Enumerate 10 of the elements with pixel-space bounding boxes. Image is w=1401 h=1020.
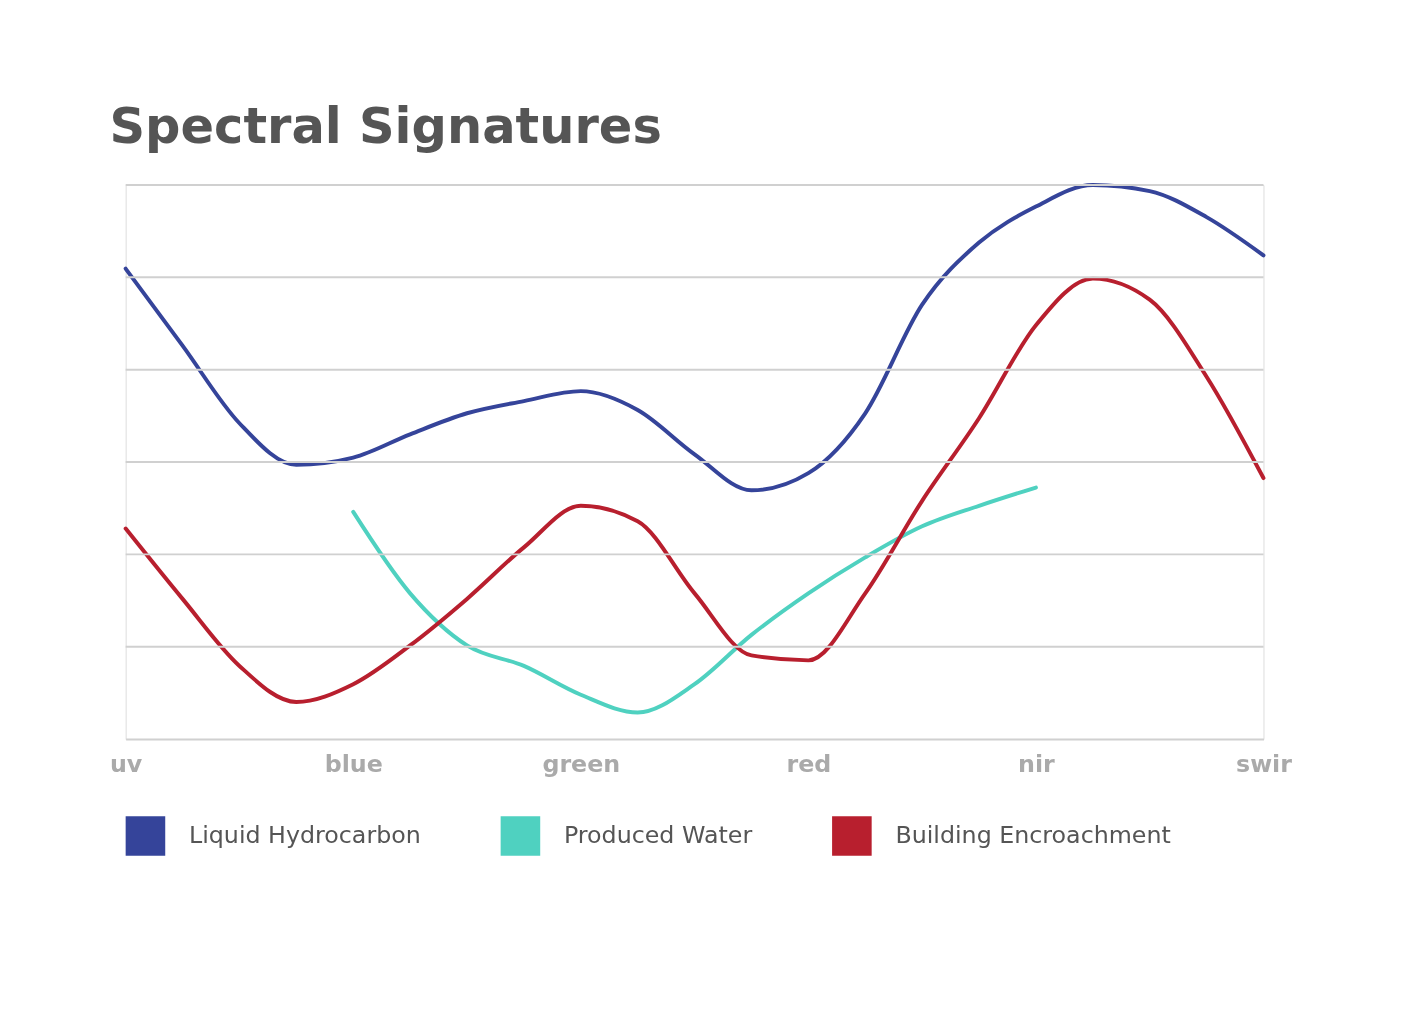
- x-tick-label: blue: [324, 750, 383, 779]
- legend-label: Liquid Hydrocarbon: [188, 820, 421, 849]
- x-tick-label: uv: [109, 750, 143, 779]
- x-tick-label: nir: [1018, 750, 1056, 779]
- x-tick-label: swir: [1236, 750, 1293, 779]
- x-tick-label: green: [542, 750, 621, 779]
- legend-label: Building Encroachment: [895, 820, 1171, 849]
- legend-label: Produced Water: [563, 820, 753, 849]
- chart-title: Spectral Signatures: [109, 97, 662, 156]
- x-tick-label: red: [786, 750, 832, 779]
